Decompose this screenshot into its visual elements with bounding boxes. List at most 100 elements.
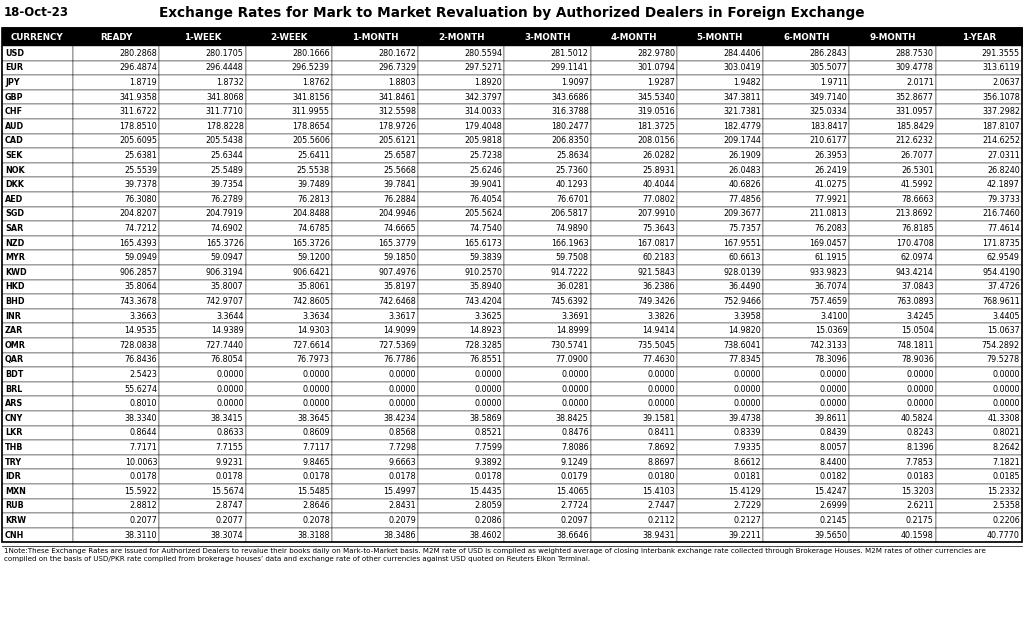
Text: 768.9611: 768.9611	[982, 297, 1020, 306]
Bar	[591, 440, 677, 455]
Bar	[73, 221, 160, 236]
Text: 38.3340: 38.3340	[125, 414, 158, 423]
Bar	[850, 236, 936, 250]
Bar	[505, 75, 591, 90]
Bar	[591, 192, 677, 206]
Bar	[677, 148, 763, 163]
Text: 205.5606: 205.5606	[292, 136, 330, 146]
Text: 79.5278: 79.5278	[987, 355, 1020, 365]
Bar	[246, 353, 332, 367]
Bar	[246, 309, 332, 324]
Text: 205.5438: 205.5438	[206, 136, 244, 146]
Bar	[332, 265, 418, 280]
Text: 2.0637: 2.0637	[992, 78, 1020, 87]
Bar	[246, 440, 332, 455]
Text: 38.3415: 38.3415	[211, 414, 244, 423]
Text: 0.0000: 0.0000	[647, 384, 675, 394]
Text: 296.4448: 296.4448	[206, 63, 244, 73]
Text: 0.0000: 0.0000	[647, 370, 675, 379]
Text: 345.5340: 345.5340	[637, 92, 675, 102]
Bar	[936, 280, 1022, 294]
Bar	[246, 469, 332, 484]
Bar	[936, 28, 1022, 46]
Text: 8.4400: 8.4400	[820, 458, 848, 467]
Bar	[246, 455, 332, 469]
Bar	[160, 265, 246, 280]
Bar	[850, 513, 936, 528]
Text: 211.0813: 211.0813	[810, 210, 848, 218]
Text: 1.9482: 1.9482	[733, 78, 761, 87]
Bar	[160, 294, 246, 309]
Text: 74.9890: 74.9890	[556, 224, 589, 233]
Bar	[763, 250, 850, 265]
Text: 906.2857: 906.2857	[119, 268, 158, 277]
Text: 0.0000: 0.0000	[216, 384, 244, 394]
Text: 166.1963: 166.1963	[551, 239, 589, 247]
Bar	[73, 455, 160, 469]
Bar	[332, 104, 418, 119]
Text: 37.0843: 37.0843	[901, 282, 934, 291]
Text: MXN: MXN	[5, 487, 26, 496]
Text: 38.5869: 38.5869	[470, 414, 503, 423]
Bar	[505, 61, 591, 75]
Text: 0.0000: 0.0000	[216, 370, 244, 379]
Bar	[936, 484, 1022, 498]
Bar	[936, 221, 1022, 236]
Text: 311.9955: 311.9955	[292, 107, 330, 116]
Text: 349.7140: 349.7140	[810, 92, 848, 102]
Text: 178.9726: 178.9726	[378, 122, 416, 131]
Text: 280.1666: 280.1666	[292, 49, 330, 58]
Text: 0.0000: 0.0000	[561, 399, 589, 408]
Text: 7.8086: 7.8086	[561, 443, 589, 452]
Bar	[677, 177, 763, 192]
Text: 3.3617: 3.3617	[388, 312, 416, 321]
Text: 0.2206: 0.2206	[992, 516, 1020, 525]
Bar	[73, 353, 160, 367]
Text: 25.5489: 25.5489	[211, 166, 244, 175]
Text: 26.5301: 26.5301	[901, 166, 934, 175]
Bar	[160, 324, 246, 338]
Text: 78.3096: 78.3096	[815, 355, 848, 365]
Bar	[850, 425, 936, 440]
Bar	[246, 163, 332, 177]
Bar	[505, 206, 591, 221]
Bar	[850, 75, 936, 90]
Bar	[160, 338, 246, 353]
Bar	[332, 484, 418, 498]
Text: 9-MONTH: 9-MONTH	[869, 32, 915, 42]
Bar	[850, 163, 936, 177]
Text: 210.6177: 210.6177	[810, 136, 848, 146]
Bar	[73, 46, 160, 61]
Text: 0.0000: 0.0000	[302, 399, 330, 408]
Bar	[73, 133, 160, 148]
Text: 0.0000: 0.0000	[992, 370, 1020, 379]
Bar	[418, 353, 505, 367]
Bar	[73, 382, 160, 396]
Bar	[246, 396, 332, 411]
Bar	[160, 309, 246, 324]
Text: 303.0419: 303.0419	[724, 63, 761, 73]
Bar	[936, 455, 1022, 469]
Text: BDT: BDT	[5, 370, 24, 379]
Text: 185.8429: 185.8429	[896, 122, 934, 131]
Text: 331.0957: 331.0957	[896, 107, 934, 116]
Text: 727.6614: 727.6614	[292, 341, 330, 350]
Text: 3.3958: 3.3958	[733, 312, 761, 321]
Bar	[418, 455, 505, 469]
Bar	[73, 61, 160, 75]
Text: 76.7973: 76.7973	[297, 355, 330, 365]
Bar	[332, 309, 418, 324]
Text: 728.0838: 728.0838	[120, 341, 158, 350]
Bar	[2, 104, 73, 119]
Bar	[677, 61, 763, 75]
Bar	[850, 46, 936, 61]
Bar	[246, 513, 332, 528]
Bar	[418, 440, 505, 455]
Text: 0.8010: 0.8010	[130, 399, 158, 408]
Text: 7.1821: 7.1821	[992, 458, 1020, 467]
Text: KRW: KRW	[5, 516, 27, 525]
Text: BHD: BHD	[5, 297, 25, 306]
Text: 2.5358: 2.5358	[992, 502, 1020, 510]
Bar	[591, 221, 677, 236]
Text: 40.4044: 40.4044	[642, 180, 675, 189]
